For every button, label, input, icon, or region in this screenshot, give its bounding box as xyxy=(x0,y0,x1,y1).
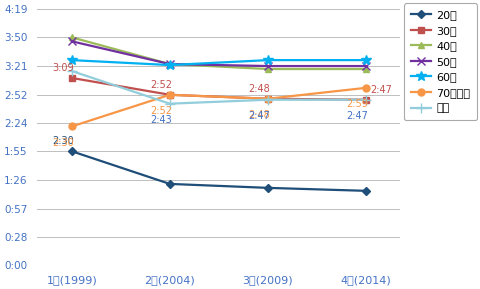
Line: 60대: 60대 xyxy=(67,55,370,70)
Line: 20대: 20대 xyxy=(69,149,368,194)
40대 xyxy=(362,67,368,71)
Line: 30대: 30대 xyxy=(68,75,369,103)
Line: 전체: 전체 xyxy=(67,66,370,109)
Text: 2:43: 2:43 xyxy=(150,115,172,125)
Text: 2:47: 2:47 xyxy=(369,85,391,95)
30대 xyxy=(69,76,74,80)
Text: 2:59: 2:59 xyxy=(346,99,368,109)
50대 xyxy=(167,62,172,66)
Text: 2:48: 2:48 xyxy=(248,110,270,120)
Text: 2:48: 2:48 xyxy=(248,84,270,94)
50대 xyxy=(264,64,270,68)
Text: 2:30: 2:30 xyxy=(52,136,74,146)
50대 xyxy=(362,64,368,68)
전체 xyxy=(362,98,368,101)
70대이상 xyxy=(362,86,368,90)
Text: 2:52: 2:52 xyxy=(150,106,172,116)
30대 xyxy=(264,97,270,101)
30대 xyxy=(362,98,368,101)
Line: 50대: 50대 xyxy=(67,37,369,70)
70대이상 xyxy=(264,97,270,101)
Line: 40대: 40대 xyxy=(68,34,369,73)
20대 xyxy=(167,182,172,186)
20대 xyxy=(362,189,368,192)
50대 xyxy=(69,40,74,43)
60대 xyxy=(167,63,172,67)
70대이상 xyxy=(69,125,74,128)
40대 xyxy=(264,67,270,71)
Legend: 20대, 30대, 40대, 50대, 60대, 70대이상, 전체: 20대, 30대, 40대, 50대, 60대, 70대이상, 전체 xyxy=(403,3,476,120)
전체 xyxy=(167,102,172,105)
20대 xyxy=(264,186,270,190)
Text: 3:09: 3:09 xyxy=(52,63,74,73)
40대 xyxy=(69,36,74,39)
60대 xyxy=(69,58,74,62)
20대 xyxy=(69,149,74,153)
Line: 70대이상: 70대이상 xyxy=(68,84,369,130)
전체 xyxy=(264,98,270,101)
40대 xyxy=(167,62,172,66)
Text: 2:30: 2:30 xyxy=(52,138,74,148)
Text: 2:52: 2:52 xyxy=(150,80,172,90)
70대이상 xyxy=(167,93,172,97)
60대 xyxy=(362,58,368,62)
Text: 2:47: 2:47 xyxy=(248,111,270,121)
전체 xyxy=(69,69,74,73)
60대 xyxy=(264,58,270,62)
Text: 2:47: 2:47 xyxy=(346,111,368,121)
30대 xyxy=(167,93,172,97)
